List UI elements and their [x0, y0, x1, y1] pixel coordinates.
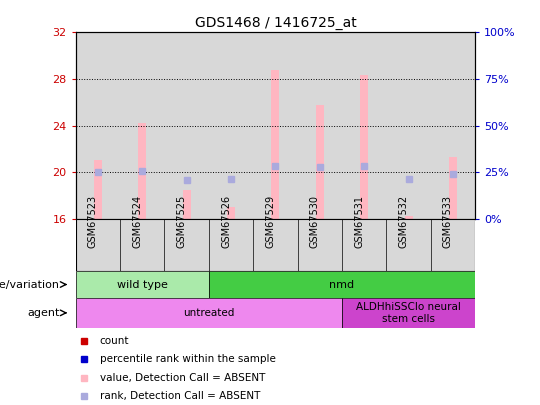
- Text: GSM67524: GSM67524: [132, 195, 142, 248]
- Text: GSM67529: GSM67529: [265, 195, 275, 248]
- Text: percentile rank within the sample: percentile rank within the sample: [99, 354, 275, 364]
- Text: GSM67531: GSM67531: [354, 195, 364, 248]
- Bar: [298, 32, 342, 219]
- Bar: [227, 207, 235, 219]
- Text: genotype/variation: genotype/variation: [0, 279, 59, 290]
- Bar: [76, 271, 209, 298]
- Bar: [138, 123, 146, 219]
- Bar: [387, 32, 431, 219]
- Bar: [404, 216, 413, 219]
- Bar: [342, 32, 387, 219]
- Text: wild type: wild type: [117, 279, 167, 290]
- Text: value, Detection Call = ABSENT: value, Detection Call = ABSENT: [99, 373, 265, 383]
- Bar: [76, 298, 342, 328]
- Text: GSM67526: GSM67526: [221, 195, 231, 248]
- Bar: [272, 70, 279, 219]
- Bar: [342, 298, 475, 328]
- Text: GSM67525: GSM67525: [177, 195, 187, 248]
- Text: GSM67523: GSM67523: [88, 195, 98, 248]
- Bar: [360, 75, 368, 219]
- Text: untreated: untreated: [183, 308, 234, 318]
- Text: agent: agent: [28, 308, 59, 318]
- Bar: [94, 160, 102, 219]
- Bar: [183, 190, 191, 219]
- Text: GSM67532: GSM67532: [399, 195, 409, 248]
- Title: GDS1468 / 1416725_at: GDS1468 / 1416725_at: [194, 16, 356, 30]
- Text: rank, Detection Call = ABSENT: rank, Detection Call = ABSENT: [99, 391, 260, 401]
- Bar: [76, 32, 120, 219]
- Bar: [449, 157, 457, 219]
- Text: count: count: [99, 336, 129, 346]
- Bar: [120, 32, 164, 219]
- Bar: [316, 104, 324, 219]
- Bar: [209, 32, 253, 219]
- Bar: [209, 271, 475, 298]
- Bar: [253, 32, 298, 219]
- Bar: [164, 32, 209, 219]
- Text: GSM67533: GSM67533: [443, 195, 453, 248]
- Text: ALDHhiSSClo neural
stem cells: ALDHhiSSClo neural stem cells: [356, 302, 461, 324]
- Text: GSM67530: GSM67530: [310, 195, 320, 248]
- Bar: [431, 32, 475, 219]
- Text: nmd: nmd: [329, 279, 355, 290]
